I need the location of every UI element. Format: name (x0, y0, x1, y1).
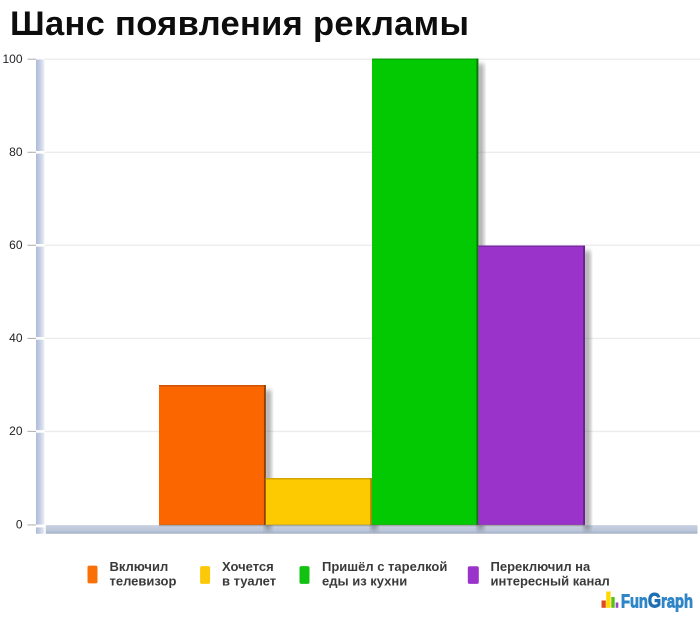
svg-text:100: 100 (2, 52, 22, 66)
svg-text:интересный канал: интересный канал (491, 574, 610, 589)
svg-text:0: 0 (16, 518, 23, 532)
svg-text:FunGraph: FunGraph (621, 589, 693, 613)
svg-text:Включил: Включил (110, 559, 169, 574)
svg-text:Переключил на: Переключил на (491, 559, 592, 574)
svg-text:40: 40 (9, 331, 23, 345)
svg-text:телевизор: телевизор (110, 574, 177, 589)
svg-text:Пришёл с тарелкой: Пришёл с тарелкой (322, 559, 447, 574)
svg-text:80: 80 (9, 145, 23, 159)
svg-text:20: 20 (9, 424, 23, 438)
svg-text:Хочется: Хочется (222, 559, 274, 574)
svg-text:Шанс появления рекламы: Шанс появления рекламы (10, 5, 469, 43)
svg-text:в туалет: в туалет (222, 574, 276, 589)
svg-text:еды из кухни: еды из кухни (322, 574, 407, 589)
svg-text:60: 60 (9, 238, 23, 252)
